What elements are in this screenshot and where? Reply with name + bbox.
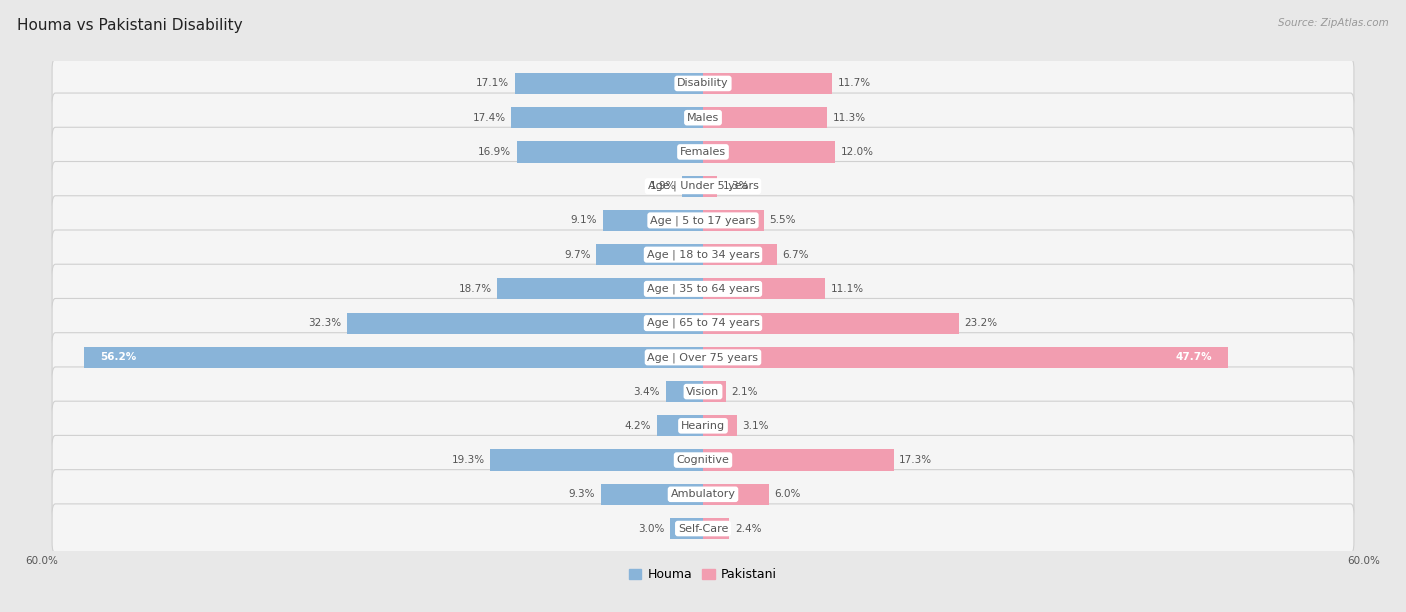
Bar: [517, 141, 703, 163]
Bar: [703, 483, 769, 505]
FancyBboxPatch shape: [52, 367, 1354, 416]
Text: 32.3%: 32.3%: [309, 318, 342, 328]
Bar: [84, 347, 703, 368]
Bar: [703, 449, 894, 471]
Text: 9.1%: 9.1%: [571, 215, 598, 225]
Bar: [703, 141, 835, 163]
Bar: [703, 518, 730, 539]
FancyBboxPatch shape: [52, 299, 1354, 348]
Text: 9.3%: 9.3%: [568, 490, 595, 499]
Text: 1.9%: 1.9%: [650, 181, 676, 191]
Text: 12.0%: 12.0%: [841, 147, 873, 157]
Text: 19.3%: 19.3%: [451, 455, 485, 465]
FancyBboxPatch shape: [52, 401, 1354, 450]
Bar: [657, 415, 703, 436]
Text: 5.5%: 5.5%: [769, 215, 796, 225]
Text: 6.7%: 6.7%: [782, 250, 808, 259]
Text: 16.9%: 16.9%: [478, 147, 512, 157]
Bar: [703, 313, 959, 334]
Text: Age | 5 to 17 years: Age | 5 to 17 years: [650, 215, 756, 226]
Bar: [665, 381, 703, 402]
Bar: [703, 107, 828, 129]
FancyBboxPatch shape: [52, 162, 1354, 211]
Text: 3.1%: 3.1%: [742, 421, 769, 431]
FancyBboxPatch shape: [52, 196, 1354, 245]
Bar: [669, 518, 703, 539]
Bar: [498, 278, 703, 299]
Bar: [515, 73, 703, 94]
Text: Age | 18 to 34 years: Age | 18 to 34 years: [647, 250, 759, 260]
Text: 3.4%: 3.4%: [634, 387, 659, 397]
FancyBboxPatch shape: [52, 230, 1354, 279]
Text: 11.3%: 11.3%: [832, 113, 866, 122]
Text: Females: Females: [681, 147, 725, 157]
Text: 17.3%: 17.3%: [898, 455, 932, 465]
Text: 23.2%: 23.2%: [965, 318, 997, 328]
Bar: [703, 176, 717, 197]
Text: 11.7%: 11.7%: [838, 78, 870, 89]
Text: 4.2%: 4.2%: [624, 421, 651, 431]
Text: Age | Over 75 years: Age | Over 75 years: [648, 352, 758, 362]
FancyBboxPatch shape: [52, 435, 1354, 485]
Text: 56.2%: 56.2%: [101, 353, 136, 362]
Text: 9.7%: 9.7%: [564, 250, 591, 259]
FancyBboxPatch shape: [52, 504, 1354, 553]
Text: Houma vs Pakistani Disability: Houma vs Pakistani Disability: [17, 18, 242, 34]
Text: 47.7%: 47.7%: [1175, 353, 1212, 362]
FancyBboxPatch shape: [52, 93, 1354, 143]
Bar: [703, 415, 737, 436]
Text: 6.0%: 6.0%: [775, 490, 801, 499]
Bar: [600, 483, 703, 505]
Text: Vision: Vision: [686, 387, 720, 397]
Text: Source: ZipAtlas.com: Source: ZipAtlas.com: [1278, 18, 1389, 28]
Text: 1.3%: 1.3%: [723, 181, 749, 191]
FancyBboxPatch shape: [52, 333, 1354, 382]
Text: Hearing: Hearing: [681, 421, 725, 431]
Text: Ambulatory: Ambulatory: [671, 490, 735, 499]
Text: 17.4%: 17.4%: [472, 113, 506, 122]
Text: 3.0%: 3.0%: [638, 523, 665, 534]
Bar: [703, 347, 1229, 368]
Text: Males: Males: [688, 113, 718, 122]
Legend: Houma, Pakistani: Houma, Pakistani: [624, 563, 782, 586]
Bar: [491, 449, 703, 471]
Bar: [682, 176, 703, 197]
FancyBboxPatch shape: [52, 127, 1354, 177]
Text: 11.1%: 11.1%: [831, 284, 863, 294]
FancyBboxPatch shape: [52, 59, 1354, 108]
Bar: [703, 244, 776, 265]
FancyBboxPatch shape: [52, 469, 1354, 519]
Bar: [703, 381, 725, 402]
Text: 18.7%: 18.7%: [458, 284, 492, 294]
Bar: [603, 210, 703, 231]
Text: Age | Under 5 years: Age | Under 5 years: [648, 181, 758, 192]
Bar: [703, 278, 825, 299]
Bar: [512, 107, 703, 129]
Bar: [703, 73, 832, 94]
Text: Age | 65 to 74 years: Age | 65 to 74 years: [647, 318, 759, 329]
Text: Self-Care: Self-Care: [678, 523, 728, 534]
Text: 2.1%: 2.1%: [731, 387, 758, 397]
Text: 2.4%: 2.4%: [735, 523, 762, 534]
Text: Age | 35 to 64 years: Age | 35 to 64 years: [647, 283, 759, 294]
Bar: [703, 210, 763, 231]
Bar: [596, 244, 703, 265]
FancyBboxPatch shape: [52, 264, 1354, 313]
Bar: [347, 313, 703, 334]
Text: 17.1%: 17.1%: [477, 78, 509, 89]
Text: Disability: Disability: [678, 78, 728, 89]
Text: Cognitive: Cognitive: [676, 455, 730, 465]
